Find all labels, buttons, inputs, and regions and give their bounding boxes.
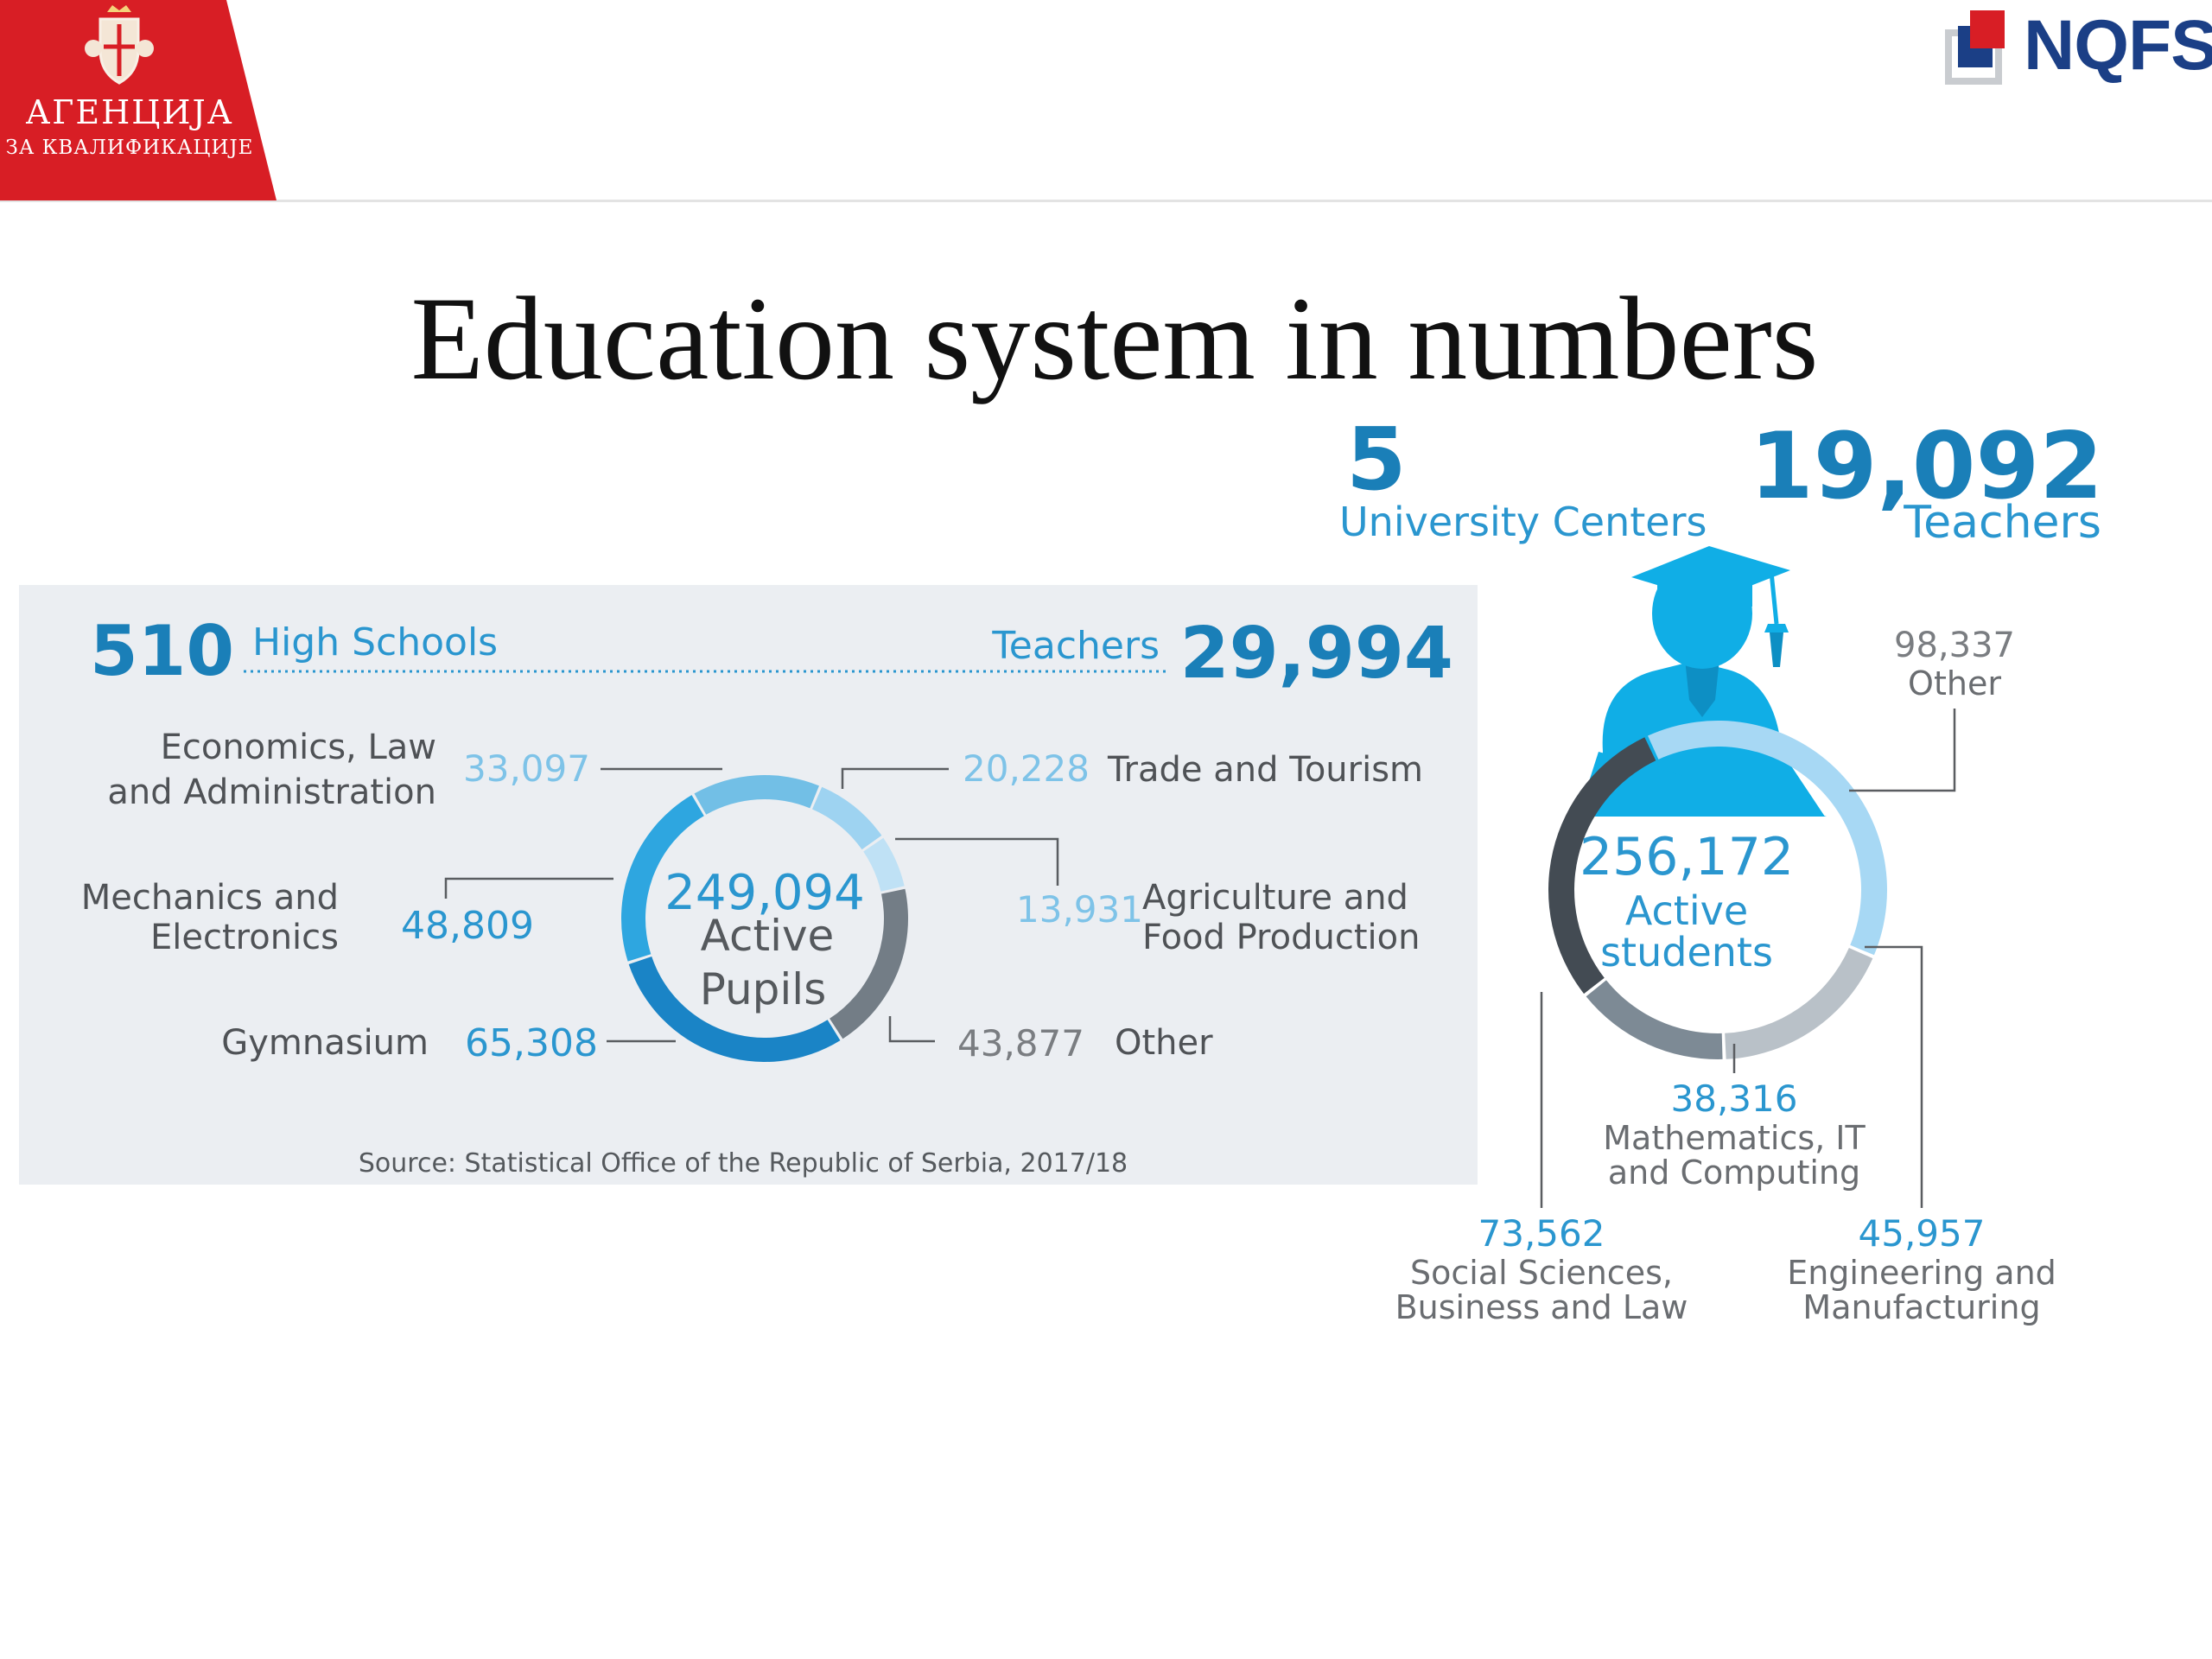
students-segment-2 xyxy=(1725,947,1873,1059)
value-trade: 20,228 xyxy=(963,747,1090,790)
label-social-sciences-2: Business and Law xyxy=(1395,1288,1688,1326)
label-students-other: Other xyxy=(1908,664,2001,702)
pupils-segment-5 xyxy=(628,957,841,1062)
high-school-teachers-count: 29,994 xyxy=(1180,613,1453,695)
page-title: Education system in numbers xyxy=(410,272,1819,404)
students-segment-3 xyxy=(1586,980,1723,1059)
value-gymnasium: 65,308 xyxy=(465,1021,598,1065)
header-divider xyxy=(0,200,2212,202)
pupils-segment-6 xyxy=(621,795,704,962)
pupils-total: 249,094 xyxy=(664,865,865,921)
label-economics-1: Economics, Law xyxy=(161,728,436,767)
pupils-segment-1 xyxy=(694,774,819,815)
nqfs-logo xyxy=(1945,10,2005,85)
students-donut xyxy=(1548,720,1887,1059)
students-donut-center: 256,172 Active students xyxy=(1580,827,1794,976)
label-engineering-1: Engineering and xyxy=(1787,1254,2056,1292)
high-schools-panel xyxy=(19,585,1478,1185)
pupils-segment-3 xyxy=(863,837,905,892)
leader-agriculture xyxy=(895,837,1059,886)
label-engineering-2: Manufacturing xyxy=(1802,1288,2040,1326)
value-engineering: 45,957 xyxy=(1859,1212,1986,1255)
label-other: Other xyxy=(1115,1023,1213,1063)
students-total: 256,172 xyxy=(1580,827,1794,887)
value-mechanics: 48,809 xyxy=(401,904,534,948)
students-segment-4 xyxy=(1548,737,1656,995)
agency-logo xyxy=(0,0,276,200)
coat-of-arms-icon xyxy=(85,5,154,85)
label-agriculture-1: Agriculture and xyxy=(1142,878,1408,918)
leader-trade xyxy=(841,767,949,789)
pupils-donut xyxy=(621,774,908,1062)
pupils-segment-2 xyxy=(812,786,882,850)
pupils-center-label-1: Active xyxy=(701,911,835,961)
agency-name-line2: ЗА КВАЛИФИКАЦИЈЕ xyxy=(5,137,254,159)
label-mathematics-1: Mathematics, IT xyxy=(1603,1119,1866,1157)
high-school-teachers-label: Teachers xyxy=(991,624,1160,668)
university-teachers-label: Teachers xyxy=(1903,497,2101,549)
pupils-donut-center: 249,094 Active Pupils xyxy=(664,865,865,1014)
value-economics: 33,097 xyxy=(463,747,590,790)
university-centers-label: University Centers xyxy=(1339,499,1707,545)
students-segment-1 xyxy=(1648,720,1887,956)
source-note: Source: Statistical Office of the Republ… xyxy=(359,1148,1128,1179)
leader-other xyxy=(888,1016,935,1043)
nqfs-logo-text: NQFS xyxy=(2024,6,2212,85)
label-mechanics-1: Mechanics and xyxy=(81,878,339,918)
high-schools-label: High Schools xyxy=(252,620,498,664)
label-mechanics-2: Electronics xyxy=(150,918,339,957)
label-social-sciences-1: Social Sciences, xyxy=(1410,1254,1673,1292)
high-schools-count: 510 xyxy=(90,611,234,691)
students-center-label-1: Active xyxy=(1625,887,1748,934)
label-gymnasium: Gymnasium xyxy=(221,1023,429,1063)
pupils-donut-labels: Economics, Law and Administration 33,097 20… xyxy=(81,728,1423,1065)
pupils-center-label-2: Pupils xyxy=(700,964,827,1014)
value-social-sciences: 73,562 xyxy=(1478,1212,1605,1255)
label-agriculture-2: Food Production xyxy=(1142,918,1420,957)
value-mathematics: 38,316 xyxy=(1671,1077,1798,1120)
students-center-label-2: students xyxy=(1600,929,1773,976)
pupils-segment-4 xyxy=(830,888,908,1039)
value-students-other: 98,337 xyxy=(1894,626,2015,665)
agency-name-line1: АГЕНЦИЈА xyxy=(25,93,234,131)
university-centers-count: 5 xyxy=(1346,409,1407,510)
leader-mechanics xyxy=(444,877,613,899)
label-economics-2: and Administration xyxy=(107,772,436,812)
leader-engineering xyxy=(1865,945,1923,1208)
label-mathematics-2: and Computing xyxy=(1608,1154,1860,1192)
value-agriculture: 13,931 xyxy=(1016,888,1143,931)
label-trade: Trade and Tourism xyxy=(1107,750,1423,790)
university-teachers-count: 19,092 xyxy=(1750,413,2103,519)
leader-students-other xyxy=(1849,709,1956,792)
value-other: 43,877 xyxy=(957,1022,1084,1065)
